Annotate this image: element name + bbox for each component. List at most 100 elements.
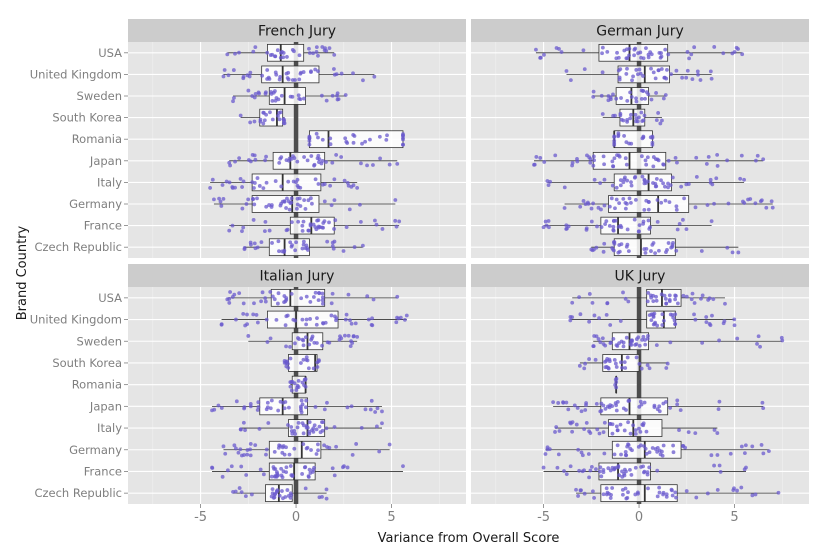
data-point [641,74,645,78]
data-point [616,131,621,136]
data-point [242,245,247,250]
data-point [576,447,581,452]
data-point [303,207,308,211]
data-point [731,488,736,493]
data-point [301,239,306,244]
data-point [651,322,656,327]
data-point [636,229,641,234]
data-point [290,243,294,248]
data-point [610,431,615,436]
data-point [658,452,663,457]
data-point [673,490,678,495]
data-point [631,74,635,79]
data-point [665,361,670,366]
data-point [264,204,269,209]
data-point [615,344,620,348]
data-point [566,407,571,412]
data-point [359,426,364,430]
data-point [394,224,399,229]
data-point [577,468,582,473]
data-point [374,222,379,227]
data-point [611,240,616,245]
data-point [695,69,700,74]
data-point [693,205,698,210]
data-point [600,70,605,75]
data-point [594,334,599,339]
data-point [299,408,303,413]
data-point [346,292,351,297]
data-point [725,158,730,163]
data-point [633,175,638,179]
panel-strip [128,19,466,42]
data-point [600,336,605,341]
data-point [636,444,641,449]
boxplot [534,43,745,62]
data-point [312,162,317,167]
data-point [251,196,255,201]
x-tick-label: -5 [194,510,207,525]
data-point [618,422,623,427]
data-point [256,405,261,409]
data-point [311,468,316,472]
data-point [307,46,311,51]
data-point [584,226,589,231]
boxplot [225,288,400,307]
data-point [776,490,781,495]
data-point [538,156,543,160]
data-point [300,402,305,407]
data-point [599,207,603,212]
data-point [600,45,605,50]
data-point [377,134,382,139]
data-point [740,52,745,57]
boxplot [225,43,337,62]
data-point [268,406,273,411]
data-point [634,68,639,72]
data-point [602,162,607,167]
data-point [395,162,400,166]
data-point [595,224,599,229]
data-point [303,377,308,382]
data-point [705,491,710,496]
data-point [320,420,324,425]
data-point [297,53,302,58]
data-point [268,290,273,294]
boxplot [613,375,619,394]
data-point [635,119,640,124]
x-tick-label: 5 [730,510,738,525]
data-point [287,207,292,212]
data-point [708,177,713,182]
data-point [675,227,680,232]
data-point [542,52,546,57]
data-point [642,181,647,186]
data-point [242,453,246,457]
data-point [619,242,624,247]
data-point [332,227,336,231]
data-point [633,197,638,202]
data-point [766,449,771,454]
data-point [610,246,615,250]
data-point [624,72,629,76]
data-point [284,344,288,349]
data-point [553,153,558,158]
data-point [327,46,332,51]
data-point [281,51,286,55]
data-point [574,487,578,492]
data-point [384,137,389,142]
data-point [273,179,278,183]
data-point [280,475,285,480]
data-point [401,464,405,469]
data-point [385,133,389,138]
data-point [245,312,249,317]
data-point [306,366,311,371]
data-point [642,113,647,118]
data-point [672,318,677,323]
data-point [708,323,713,328]
data-point [293,248,298,253]
data-point [238,176,243,181]
data-point [313,290,318,295]
data-point [659,54,664,59]
data-point [262,118,267,123]
data-point [625,66,629,71]
y-tick-label: South Korea [52,111,122,125]
data-point [632,47,637,52]
